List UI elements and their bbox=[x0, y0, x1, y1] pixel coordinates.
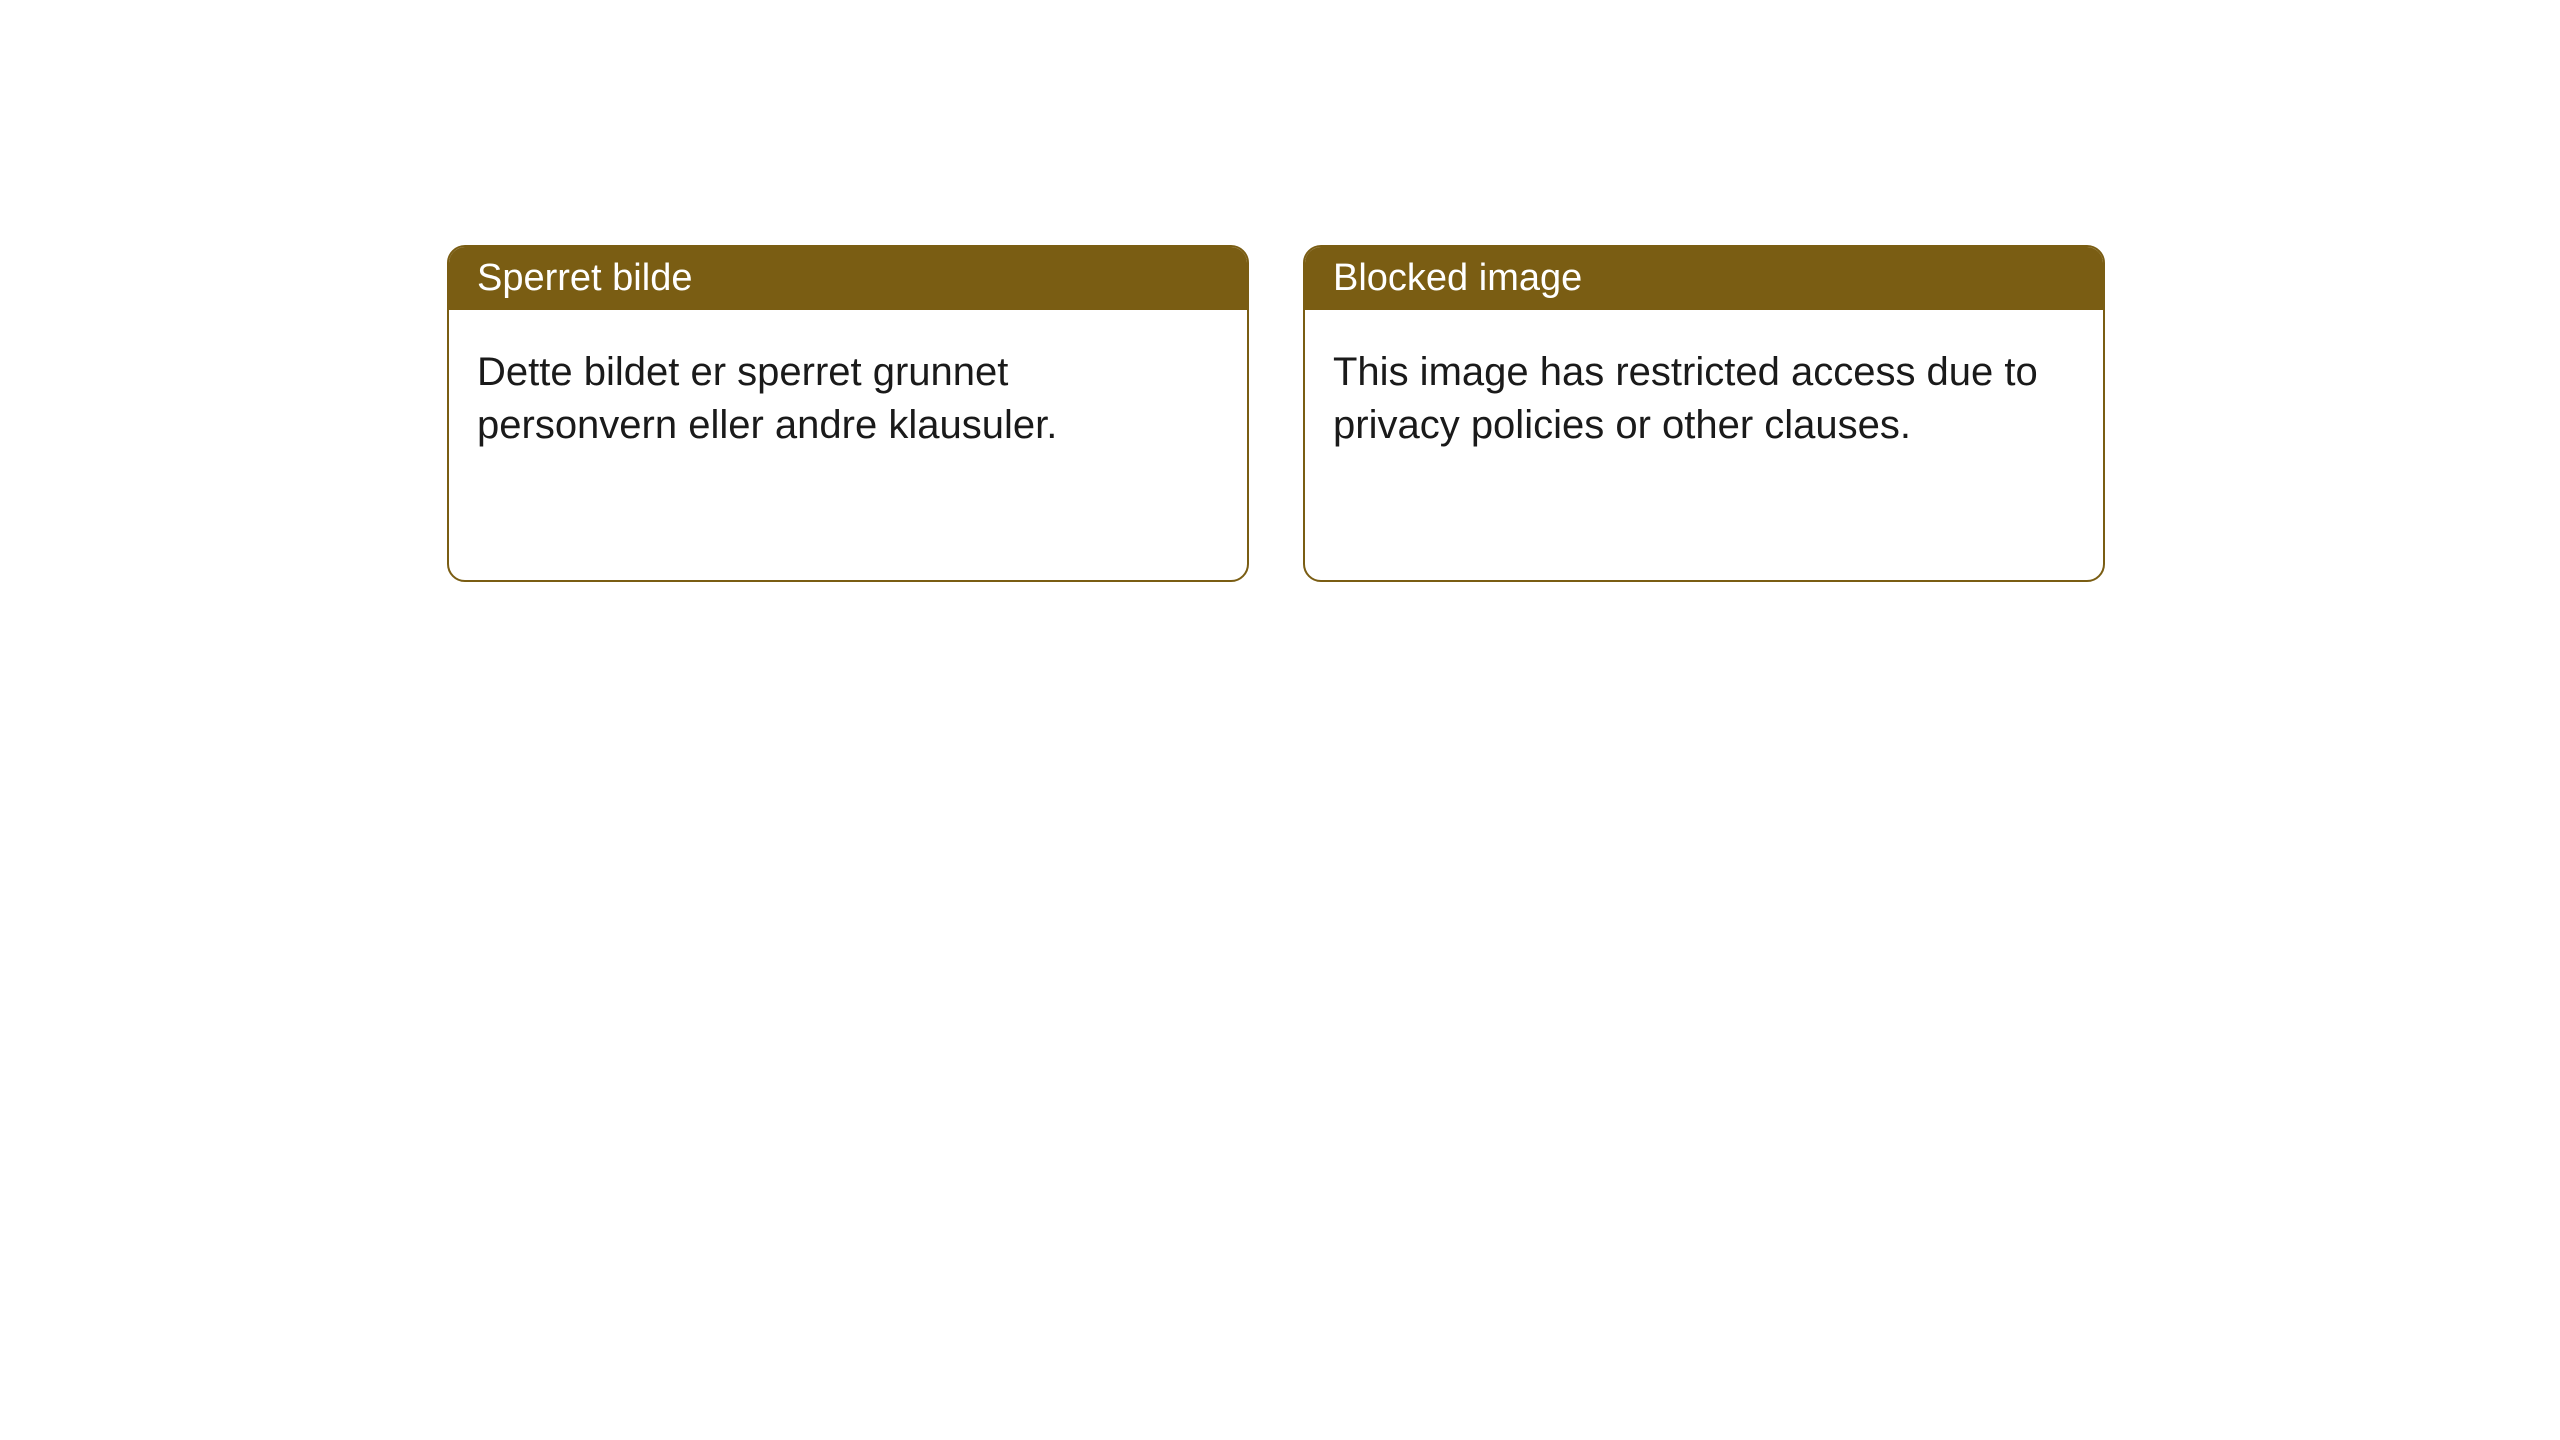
notice-body: This image has restricted access due to … bbox=[1305, 310, 2103, 488]
notice-title: Sperret bilde bbox=[477, 257, 692, 299]
notice-header: Blocked image bbox=[1305, 247, 2103, 310]
notice-card-english: Blocked image This image has restricted … bbox=[1303, 245, 2105, 582]
notice-title: Blocked image bbox=[1333, 257, 1582, 299]
notice-body: Dette bildet er sperret grunnet personve… bbox=[449, 310, 1247, 488]
notice-body-text: Dette bildet er sperret grunnet personve… bbox=[477, 350, 1057, 447]
notice-header: Sperret bilde bbox=[449, 247, 1247, 310]
notice-body-text: This image has restricted access due to … bbox=[1333, 350, 2038, 447]
notice-container: Sperret bilde Dette bildet er sperret gr… bbox=[447, 245, 2105, 582]
notice-card-norwegian: Sperret bilde Dette bildet er sperret gr… bbox=[447, 245, 1249, 582]
